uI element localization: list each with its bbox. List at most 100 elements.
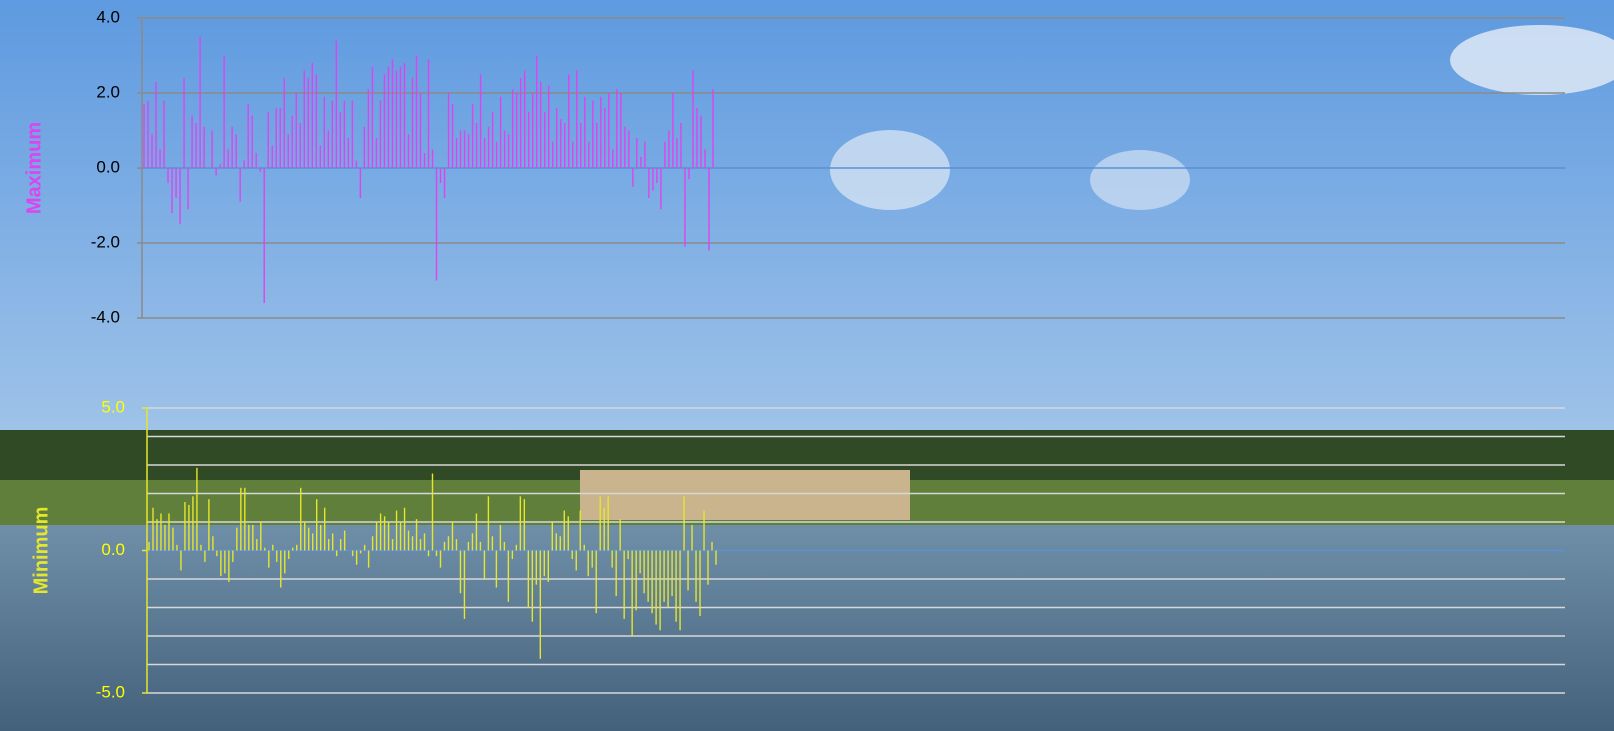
bar — [375, 138, 378, 168]
y-tick-label: 0.0 — [96, 157, 120, 176]
bar — [451, 104, 454, 168]
bar — [663, 550, 665, 602]
bar — [483, 138, 486, 168]
bar — [311, 63, 313, 168]
water — [0, 525, 1614, 731]
bar — [680, 123, 682, 168]
bar — [584, 96, 586, 168]
bar — [259, 168, 261, 172]
bar — [628, 130, 630, 168]
bar — [507, 134, 510, 168]
bar — [264, 547, 266, 551]
bar — [228, 550, 230, 582]
bar — [620, 93, 622, 168]
bar — [403, 507, 406, 551]
bar — [223, 55, 225, 168]
bar — [303, 70, 305, 168]
bar — [387, 522, 390, 551]
bar — [704, 149, 706, 168]
bar — [323, 96, 326, 168]
bar — [660, 168, 662, 210]
bar — [279, 108, 281, 168]
bar — [164, 524, 166, 551]
bar — [192, 496, 194, 551]
bar — [291, 115, 293, 168]
bar — [176, 544, 178, 551]
cloud — [1450, 25, 1614, 95]
bar — [415, 519, 418, 551]
bar — [359, 168, 362, 198]
bar — [599, 496, 601, 551]
bar — [419, 93, 422, 168]
bar — [531, 93, 534, 168]
bar — [411, 536, 414, 551]
bar — [636, 138, 638, 168]
bar — [299, 123, 301, 168]
bar — [287, 134, 289, 168]
bar — [572, 141, 574, 168]
bar — [555, 533, 557, 551]
bar — [195, 123, 197, 168]
y-tick-label: 0.0 — [101, 540, 125, 559]
bar — [151, 134, 153, 168]
bar — [499, 96, 502, 168]
bar — [479, 74, 482, 168]
bar — [603, 507, 605, 551]
bar — [459, 130, 462, 168]
bar — [395, 510, 398, 551]
bar — [587, 550, 589, 577]
bar — [284, 550, 286, 574]
bar — [544, 111, 546, 168]
bar — [239, 168, 241, 202]
bar — [323, 507, 326, 551]
bar — [624, 126, 626, 168]
bar — [232, 550, 234, 562]
bar — [519, 496, 522, 551]
bar — [411, 78, 414, 168]
bar — [431, 149, 434, 168]
bar — [383, 74, 386, 168]
bar — [335, 40, 338, 168]
bar — [271, 145, 273, 168]
bar — [691, 524, 693, 551]
bar — [495, 550, 498, 588]
bar — [652, 168, 654, 191]
y-tick-label: 5.0 — [101, 397, 125, 416]
bar — [175, 168, 177, 198]
bar — [539, 81, 542, 168]
bar — [251, 115, 253, 168]
bar — [435, 168, 438, 281]
bar — [391, 59, 394, 168]
bar — [527, 111, 530, 168]
bar — [475, 123, 478, 168]
bar — [592, 100, 594, 168]
bar — [683, 496, 685, 551]
bar — [363, 126, 366, 168]
bar — [231, 126, 233, 168]
bar — [552, 141, 554, 168]
bar — [547, 550, 549, 582]
bar — [427, 59, 430, 168]
bar — [163, 100, 165, 168]
cloud — [830, 130, 950, 210]
bar — [543, 550, 546, 577]
y-tick-label: -2.0 — [91, 232, 120, 251]
bar — [179, 168, 181, 225]
bar — [712, 89, 714, 168]
bar — [423, 533, 426, 551]
bar — [632, 168, 634, 187]
bar — [459, 550, 462, 594]
y-tick-label: 4.0 — [96, 7, 120, 26]
bar — [548, 85, 550, 168]
bar — [224, 550, 226, 574]
bar — [399, 522, 402, 551]
bar — [703, 510, 705, 551]
bar — [359, 550, 362, 554]
bar — [399, 66, 402, 168]
bar — [639, 550, 641, 574]
bar — [403, 63, 406, 168]
bar — [152, 507, 154, 551]
bar — [692, 70, 694, 168]
bar — [184, 502, 186, 551]
bar — [235, 134, 237, 168]
